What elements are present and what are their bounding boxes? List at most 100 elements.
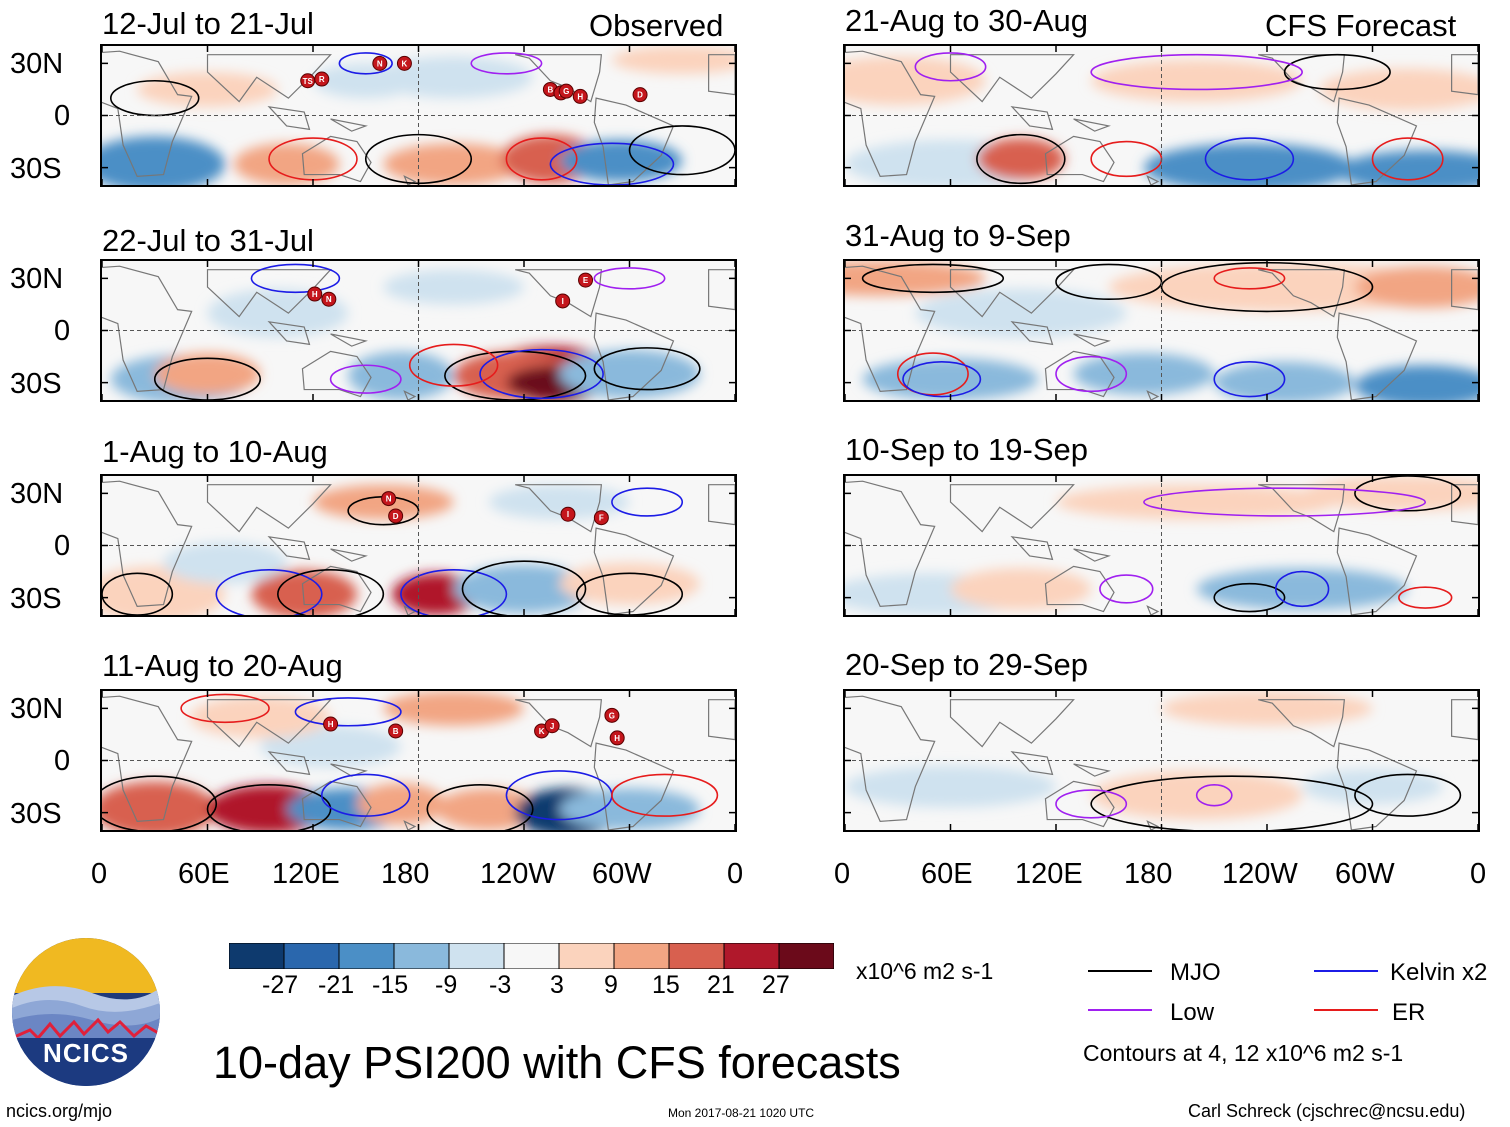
storm-label: N <box>377 59 383 68</box>
map-panel-fcst-4 <box>843 689 1480 832</box>
storm-label: N <box>326 295 332 304</box>
colorbar-tick: 15 <box>652 971 680 999</box>
contour-low <box>329 364 402 394</box>
anomaly-blob <box>1073 353 1215 395</box>
forecast-map-1 <box>845 261 1478 400</box>
lat-label-30s: 30S <box>10 368 62 400</box>
obs-panel-1-period: 12-Jul to 21-Jul <box>102 6 314 41</box>
lat-label-30n: 30N <box>10 693 64 725</box>
anomaly-blob <box>348 351 454 400</box>
lon-label-120w: 120W <box>1222 858 1298 890</box>
coastline <box>330 333 368 347</box>
anomaly-blob <box>559 562 700 605</box>
coastline <box>1044 565 1115 613</box>
lon-label-0: 0 <box>91 858 108 890</box>
coastline <box>403 605 417 615</box>
storm-marker <box>604 707 620 723</box>
anomaly-blob <box>383 691 524 726</box>
storm-marker <box>632 87 648 103</box>
colorbar-swatch <box>778 943 834 969</box>
storm-marker <box>555 293 571 309</box>
legend-label-mjo: MJO <box>1170 959 1221 986</box>
colorbar-swatch <box>558 943 615 969</box>
contour-er <box>505 137 578 181</box>
anomaly-blob <box>374 56 533 99</box>
storm-marker <box>381 491 397 507</box>
contour-kelvin-x2 <box>320 773 411 817</box>
contour-mjo <box>593 347 701 391</box>
anomaly-blob <box>163 542 287 584</box>
coastline <box>102 480 193 607</box>
storm-label: G <box>609 711 615 720</box>
coastline <box>1258 484 1346 533</box>
timestamp: Mon 2017-08-21 1020 UTC <box>668 1106 815 1120</box>
anomaly-blob <box>383 269 524 305</box>
storm-label: D <box>393 512 399 521</box>
coastline <box>949 484 1075 533</box>
anomaly-blob <box>102 781 217 830</box>
contour-kelvin-x2 <box>611 487 684 517</box>
contour-low <box>1055 789 1128 819</box>
obs-panel-2-period: 22-Jul to 31-Jul <box>102 223 314 258</box>
coastline <box>708 54 735 96</box>
forecast-map-2 <box>845 476 1478 615</box>
coastline <box>206 699 332 748</box>
lat-label-30s: 30S <box>10 798 62 830</box>
coastline <box>403 390 417 400</box>
map-panel-fcst-2 <box>843 259 1480 402</box>
lat-label-30n: 30N <box>10 478 64 510</box>
coastline <box>1451 54 1478 96</box>
anomaly-blob <box>845 765 1056 808</box>
coastline <box>593 312 675 400</box>
colorbar-tick: -9 <box>435 971 458 999</box>
storm-marker <box>593 510 609 526</box>
contour-er <box>408 343 499 387</box>
coastline <box>1146 605 1160 615</box>
contour-mjo <box>153 357 262 400</box>
coastline <box>102 50 193 177</box>
anomaly-blob <box>915 288 1127 338</box>
coastline <box>1258 699 1346 748</box>
storm-marker <box>314 71 330 87</box>
lon-label-180: 180 <box>1124 858 1173 890</box>
coastline <box>1073 548 1111 562</box>
contour-mjo <box>575 572 684 615</box>
coastline <box>267 535 311 561</box>
forecast-map-3 <box>845 691 1478 830</box>
lat-label-30n: 30N <box>10 263 64 295</box>
contour-mjo <box>628 125 735 176</box>
coastline <box>708 484 735 526</box>
coastline <box>515 484 603 533</box>
storm-marker <box>307 286 323 302</box>
anomaly-blob <box>559 139 683 182</box>
anomaly-blob <box>862 358 1039 400</box>
contour-mjo <box>206 784 332 830</box>
colorbar-swatch <box>338 943 395 969</box>
storm-label: J <box>550 722 554 731</box>
colorbar-swatch <box>613 943 670 969</box>
storm-label: H <box>614 734 620 743</box>
coastline <box>845 50 936 177</box>
contour-kelvin-x2 <box>215 569 323 615</box>
contour-mjo <box>461 560 587 615</box>
coastline <box>593 527 675 615</box>
website-link[interactable]: ncics.org/mjo <box>6 1101 113 1121</box>
legend-label-low: Low <box>1170 999 1215 1026</box>
contour-mjo <box>1090 775 1374 830</box>
anomaly-blob <box>488 484 630 520</box>
anomaly-blob <box>1196 568 1408 610</box>
coastline <box>708 699 735 741</box>
legend-lines <box>1088 970 1378 1011</box>
legend-label-er: ER <box>1392 999 1426 1026</box>
coastline <box>301 780 372 828</box>
lat-label-30s: 30S <box>10 583 62 615</box>
contour-kelvin-x2 <box>250 263 341 294</box>
colorbar-swatch <box>668 943 725 969</box>
colorbar-tick: 21 <box>707 971 735 999</box>
contour-kelvin-x2 <box>294 697 402 727</box>
anomaly-blob <box>1302 769 1443 804</box>
coastline <box>845 265 936 392</box>
contour-mjo <box>1055 263 1163 301</box>
contour-mjo <box>1213 582 1286 613</box>
contour-low <box>1195 784 1233 807</box>
